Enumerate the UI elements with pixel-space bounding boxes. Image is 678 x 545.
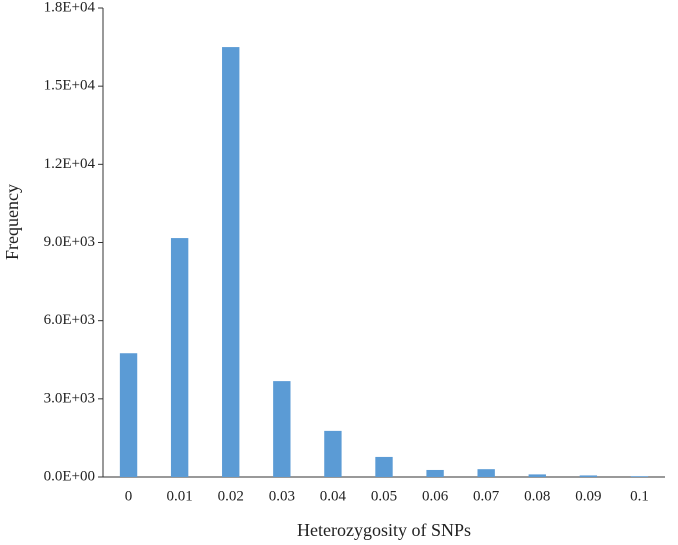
bar — [273, 381, 291, 477]
x-tick-label: 0 — [125, 488, 133, 504]
bar — [170, 238, 189, 477]
y-tick-label: 0.0E+00 — [44, 468, 95, 484]
x-tick-label: 0.05 — [371, 488, 397, 504]
x-tick-label: 0.03 — [269, 488, 295, 504]
bar — [324, 430, 342, 477]
x-tick-label: 0.06 — [422, 488, 449, 504]
y-tick-label: 1.5E+04 — [44, 78, 96, 94]
x-tick-label: 0.07 — [473, 488, 500, 504]
bar — [528, 474, 546, 477]
bar — [119, 353, 138, 477]
bar — [222, 47, 240, 477]
y-tick-label: 1.8E+04 — [44, 0, 96, 15]
y-tick-label: 6.0E+03 — [44, 312, 95, 328]
x-axis-title: Heterozygosity of SNPs — [297, 520, 471, 540]
x-tick-label: 0.04 — [320, 488, 347, 504]
bar — [630, 476, 649, 477]
x-tick-label: 0.09 — [575, 488, 601, 504]
bar — [477, 469, 495, 477]
x-tick-label: 0.01 — [167, 488, 193, 504]
x-tick-label: 0.08 — [524, 488, 550, 504]
x-tick-label: 0.02 — [218, 488, 244, 504]
bar — [375, 456, 393, 477]
x-tick-label: 0.1 — [630, 488, 649, 504]
y-tick-label: 1.2E+04 — [44, 156, 96, 172]
bar — [579, 475, 598, 477]
y-axis-title: Frequency — [2, 184, 22, 260]
bar — [426, 469, 444, 477]
y-tick-label: 9.0E+03 — [44, 234, 95, 250]
y-tick-label: 3.0E+03 — [44, 390, 95, 406]
